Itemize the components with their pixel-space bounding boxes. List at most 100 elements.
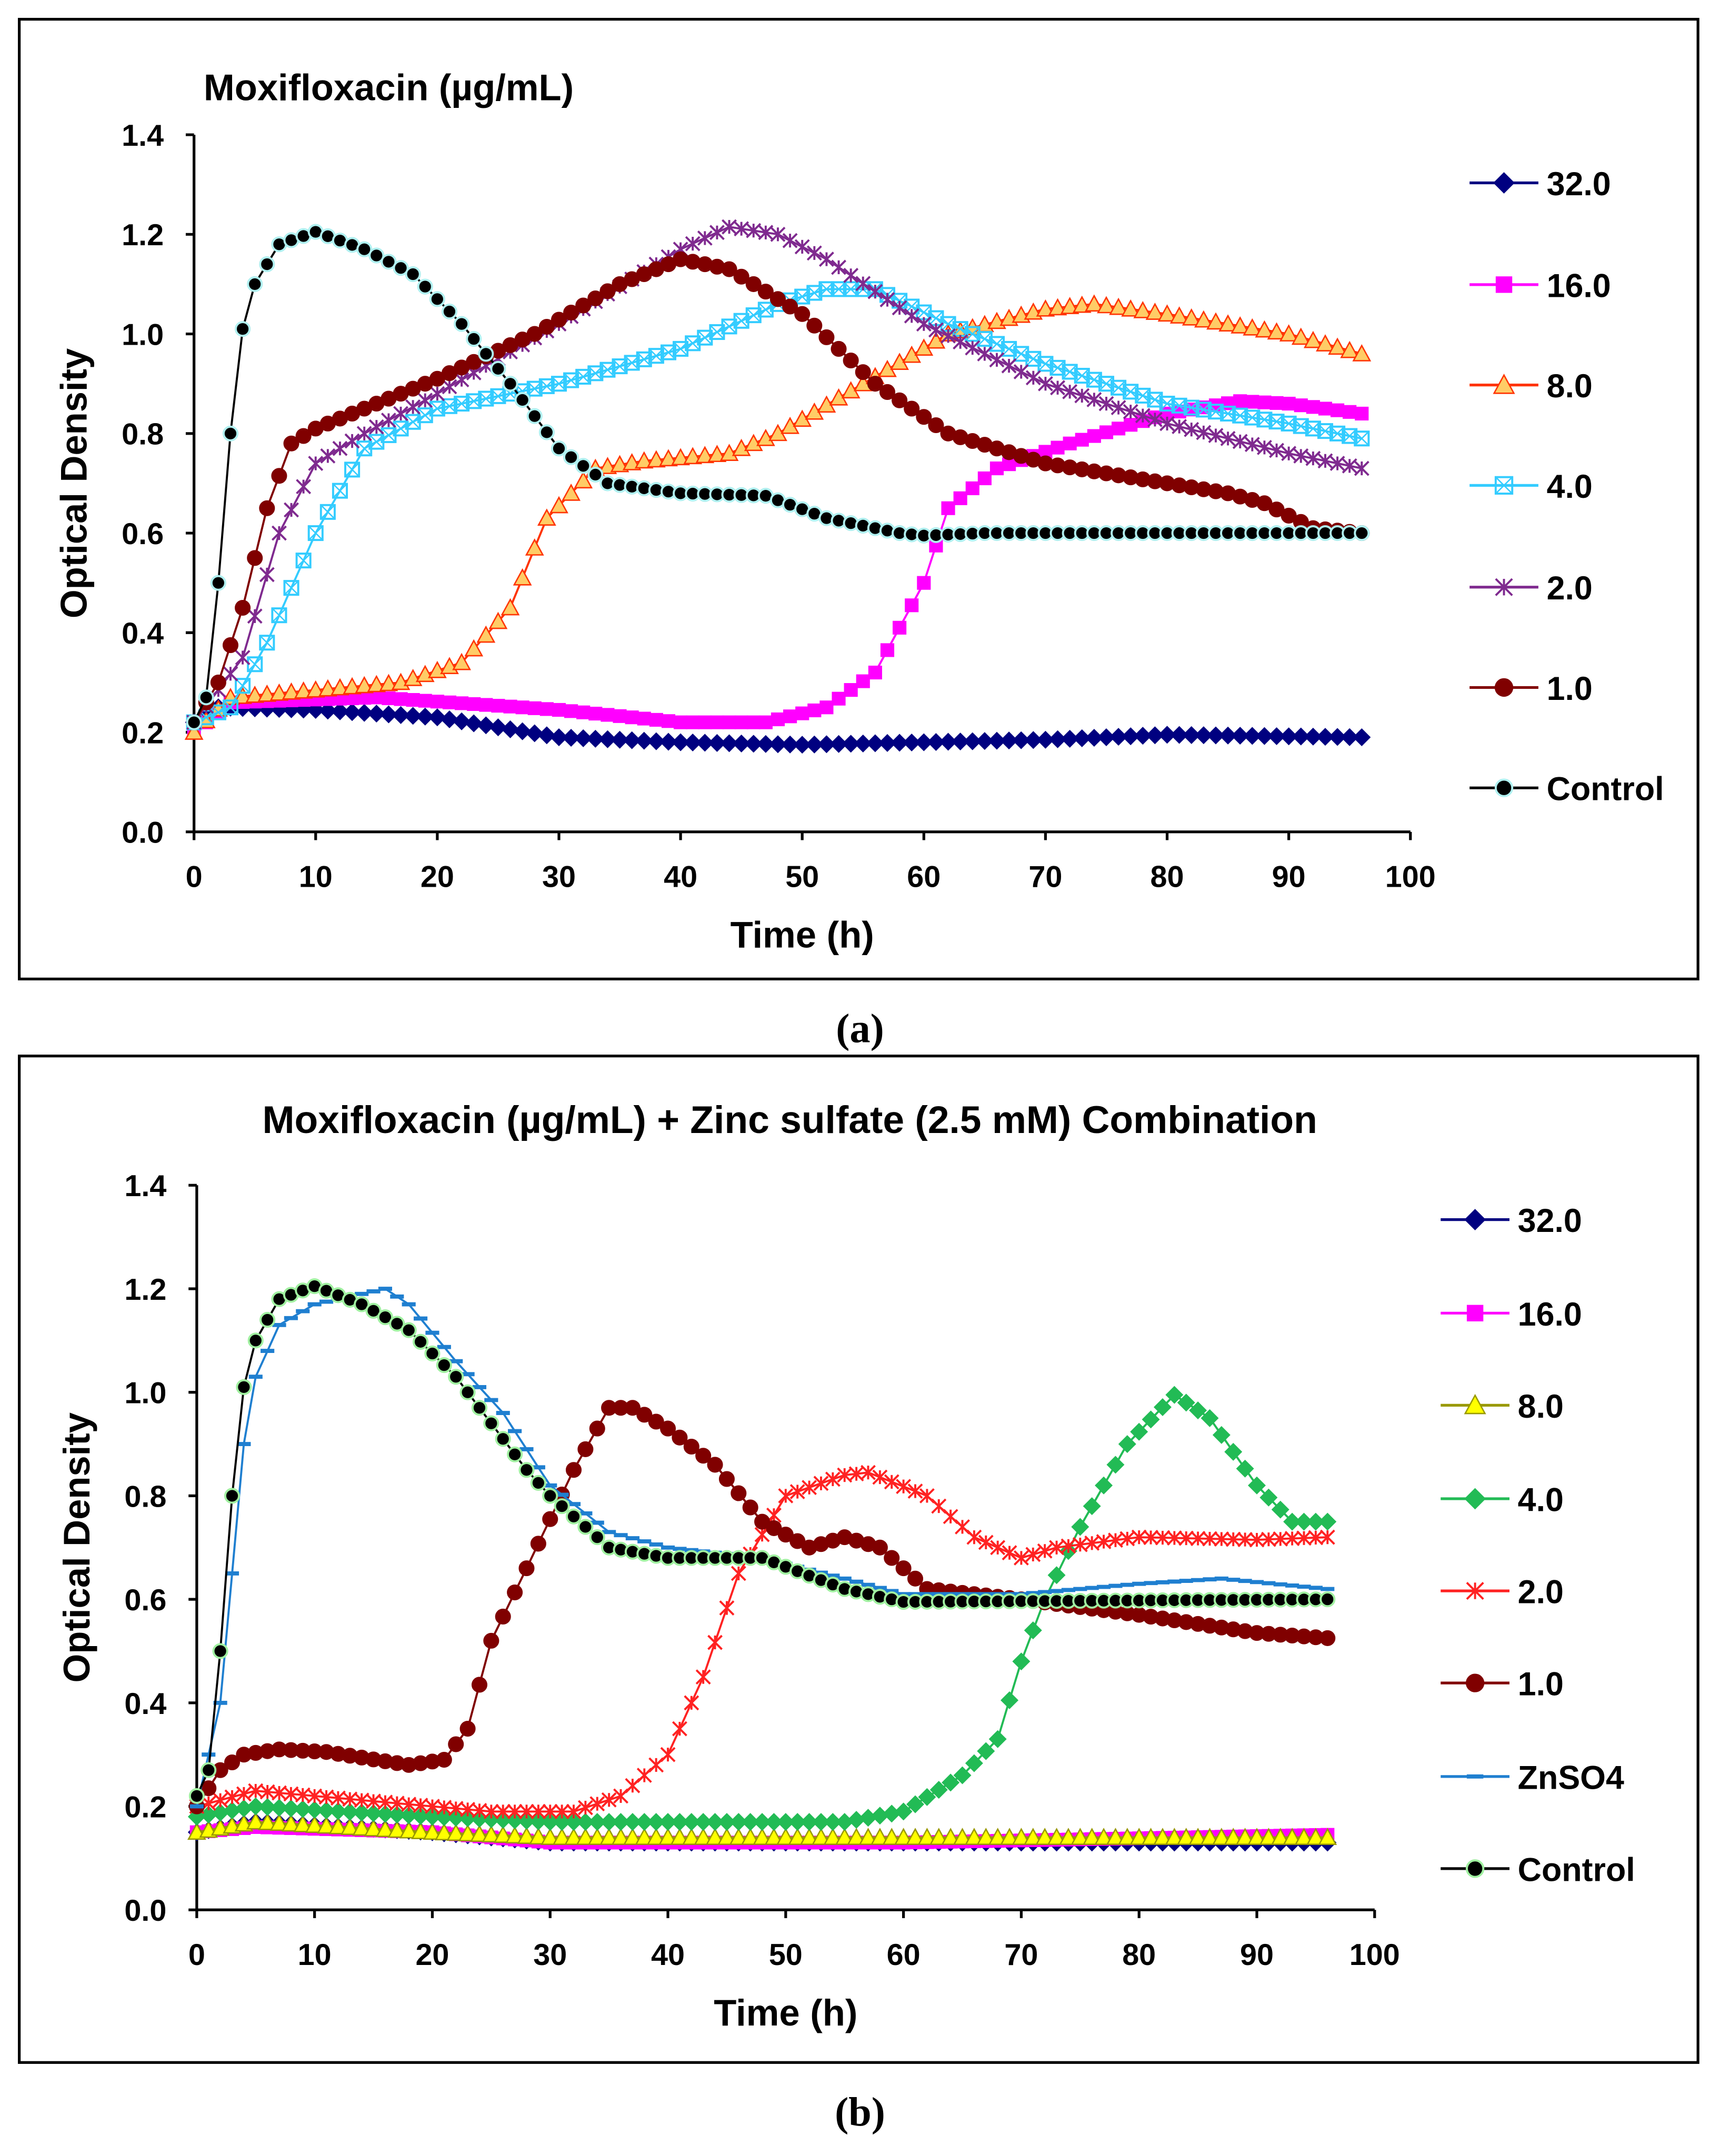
data-point bbox=[344, 462, 361, 478]
data-point bbox=[794, 239, 810, 255]
data-point bbox=[637, 711, 651, 726]
data-point bbox=[1294, 398, 1308, 413]
marker-box bbox=[259, 635, 275, 651]
marker-box bbox=[831, 281, 847, 297]
data-point bbox=[387, 1820, 407, 1838]
data-point bbox=[953, 1766, 972, 1784]
data-point bbox=[1130, 1422, 1148, 1441]
data-point bbox=[806, 317, 823, 334]
data-point bbox=[788, 1828, 807, 1845]
data-point bbox=[941, 501, 955, 515]
data-point bbox=[1117, 1828, 1137, 1845]
data-point bbox=[1166, 1530, 1182, 1546]
data-point bbox=[1206, 312, 1225, 330]
data-point bbox=[343, 677, 362, 695]
data-point bbox=[589, 1796, 605, 1812]
data-point bbox=[709, 225, 725, 240]
data-point bbox=[907, 1570, 924, 1587]
data-point bbox=[212, 1643, 228, 1659]
data-point bbox=[694, 1828, 713, 1845]
data-point bbox=[501, 598, 520, 616]
x-tick-label: 90 bbox=[1272, 860, 1306, 894]
data-point bbox=[389, 1316, 405, 1332]
x-tick-label: 20 bbox=[415, 1938, 449, 1972]
data-point bbox=[356, 241, 373, 257]
data-point bbox=[1293, 448, 1309, 464]
data-point bbox=[1343, 405, 1357, 419]
marker-box bbox=[1037, 356, 1054, 372]
data-point bbox=[1086, 372, 1102, 388]
data-point bbox=[844, 683, 858, 697]
data-point bbox=[476, 625, 496, 643]
data-point bbox=[905, 598, 919, 613]
data-point bbox=[235, 599, 251, 616]
data-point bbox=[1319, 1591, 1336, 1608]
data-point bbox=[672, 733, 690, 751]
data-point bbox=[1122, 727, 1140, 746]
y-axis-label: Optical Density bbox=[56, 1412, 97, 1682]
data-point bbox=[1296, 1530, 1312, 1546]
data-point bbox=[1208, 428, 1224, 444]
data-point bbox=[741, 1828, 760, 1845]
data-point bbox=[1059, 1828, 1078, 1845]
data-point bbox=[513, 568, 532, 586]
data-point bbox=[589, 1420, 605, 1437]
data-point bbox=[1318, 1512, 1337, 1531]
series-4-0 bbox=[186, 281, 1370, 730]
data-point bbox=[1283, 1828, 1302, 1845]
data-point bbox=[588, 706, 603, 721]
data-point bbox=[867, 376, 883, 392]
legend-label: ZnSO4 bbox=[1518, 1759, 1624, 1796]
data-point bbox=[586, 729, 605, 748]
data-point bbox=[989, 352, 1005, 368]
data-point bbox=[769, 291, 786, 307]
data-point bbox=[866, 734, 884, 753]
data-point bbox=[502, 376, 518, 392]
data-point bbox=[368, 419, 384, 435]
data-point bbox=[611, 730, 629, 749]
chart-title: Moxifloxacin (µg/mL) + Zinc sulfate (2.5… bbox=[263, 1098, 1317, 1141]
data-point bbox=[319, 504, 336, 520]
data-point bbox=[466, 330, 482, 347]
data-point bbox=[284, 502, 299, 518]
data-point bbox=[1218, 314, 1237, 332]
data-point bbox=[1201, 1409, 1219, 1427]
x-tick-label: 20 bbox=[421, 860, 454, 894]
data-point bbox=[879, 292, 895, 307]
data-point bbox=[1261, 1531, 1276, 1547]
data-point bbox=[1165, 1386, 1184, 1404]
data-point bbox=[1047, 1828, 1066, 1845]
data-point bbox=[975, 732, 994, 750]
data-point bbox=[1306, 1512, 1325, 1531]
chart-b: Moxifloxacin (µg/mL) + Zinc sulfate (2.5… bbox=[56, 1098, 1635, 2033]
data-point bbox=[246, 1797, 265, 1816]
data-point bbox=[519, 1803, 534, 1819]
data-point bbox=[1318, 402, 1333, 416]
data-point bbox=[746, 223, 762, 238]
data-point bbox=[1177, 1393, 1195, 1412]
data-point bbox=[906, 1795, 924, 1813]
data-point bbox=[488, 611, 508, 629]
data-point bbox=[1165, 1828, 1184, 1845]
data-point bbox=[417, 393, 433, 408]
data-point bbox=[766, 1520, 782, 1536]
marker-box bbox=[1123, 384, 1139, 400]
data-point bbox=[1178, 1530, 1194, 1546]
data-point bbox=[332, 440, 348, 456]
data-point bbox=[744, 434, 763, 452]
data-point bbox=[915, 733, 933, 751]
data-point bbox=[332, 483, 348, 499]
data-point bbox=[729, 1813, 748, 1831]
data-point bbox=[565, 1508, 582, 1525]
data-point bbox=[344, 433, 360, 449]
y-tick-label: 0.0 bbox=[124, 1894, 166, 1928]
data-point bbox=[199, 1806, 218, 1824]
data-point bbox=[1189, 1401, 1207, 1420]
marker-cross bbox=[345, 462, 360, 477]
data-point bbox=[577, 1800, 593, 1816]
data-point bbox=[1083, 1497, 1101, 1516]
data-point bbox=[247, 276, 263, 292]
data-point bbox=[855, 364, 871, 380]
data-point bbox=[1237, 1532, 1253, 1548]
data-point bbox=[541, 1828, 560, 1845]
